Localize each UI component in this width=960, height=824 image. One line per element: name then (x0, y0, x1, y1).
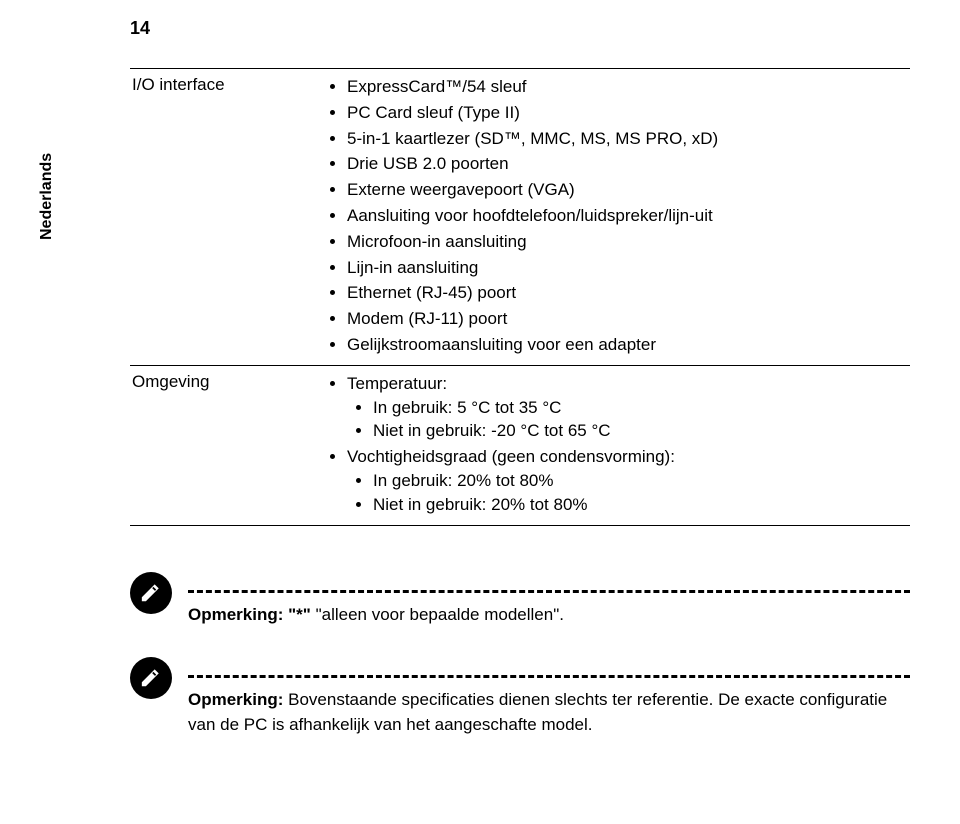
spec-item: PC Card sleuf (Type II) (347, 101, 910, 125)
note-rest: "alleen voor bepaalde modellen". (311, 605, 564, 624)
spec-group: Vochtigheidsgraad (geen condensvorming):… (347, 445, 910, 516)
spec-label: I/O interface (130, 73, 325, 359)
note-bold: Opmerking: (188, 690, 283, 709)
spec-sub-item: In gebruik: 20% tot 80% (373, 469, 910, 493)
spec-item: 5-in-1 kaartlezer (SD™, MMC, MS, MS PRO,… (347, 127, 910, 151)
note-block: Opmerking: "*" "alleen voor bepaalde mod… (130, 578, 910, 628)
spec-row-io: I/O interface ExpressCard™/54 sleuf PC C… (130, 68, 910, 365)
spec-sub-item: Niet in gebruik: 20% tot 80% (373, 493, 910, 517)
spec-item: Microfoon-in aansluiting (347, 230, 910, 254)
spec-item: Drie USB 2.0 poorten (347, 152, 910, 176)
note-rule (188, 590, 910, 593)
spec-values: Temperatuur: In gebruik: 5 °C tot 35 °C … (325, 370, 910, 519)
spec-item: Aansluiting voor hoofdtelefoon/luidsprek… (347, 204, 910, 228)
spec-item: Modem (RJ-11) poort (347, 307, 910, 331)
note-bold: Opmerking: "*" (188, 605, 311, 624)
spec-item: Lijn-in aansluiting (347, 256, 910, 280)
note-text: Opmerking: "*" "alleen voor bepaalde mod… (188, 603, 910, 628)
sidebar-language: Nederlands (38, 153, 56, 240)
page-number: 14 (130, 18, 150, 39)
spec-sub-item: Niet in gebruik: -20 °C tot 65 °C (373, 419, 910, 443)
spec-row-environment: Omgeving Temperatuur: In gebruik: 5 °C t… (130, 365, 910, 526)
pencil-icon (130, 657, 172, 699)
spec-item: Ethernet (RJ-45) poort (347, 281, 910, 305)
spec-group-heading: Vochtigheidsgraad (geen condensvorming): (347, 447, 675, 466)
spec-item: Externe weergavepoort (VGA) (347, 178, 910, 202)
spec-item: Gelijkstroomaansluiting voor een adapter (347, 333, 910, 357)
spec-label: Omgeving (130, 370, 325, 519)
pencil-icon (130, 572, 172, 614)
note-text: Opmerking: Bovenstaande specificaties di… (188, 688, 910, 737)
spec-group-heading: Temperatuur: (347, 374, 447, 393)
content-area: I/O interface ExpressCard™/54 sleuf PC C… (130, 68, 910, 737)
spec-group: Temperatuur: In gebruik: 5 °C tot 35 °C … (347, 372, 910, 443)
note-block: Opmerking: Bovenstaande specificaties di… (130, 663, 910, 737)
note-rule (188, 675, 910, 678)
spec-sub-item: In gebruik: 5 °C tot 35 °C (373, 396, 910, 420)
note-body: Opmerking: Bovenstaande specificaties di… (188, 663, 910, 737)
note-body: Opmerking: "*" "alleen voor bepaalde mod… (188, 578, 910, 628)
spec-values: ExpressCard™/54 sleuf PC Card sleuf (Typ… (325, 73, 910, 359)
note-rest: Bovenstaande specificaties dienen slecht… (188, 690, 887, 734)
spec-item: ExpressCard™/54 sleuf (347, 75, 910, 99)
